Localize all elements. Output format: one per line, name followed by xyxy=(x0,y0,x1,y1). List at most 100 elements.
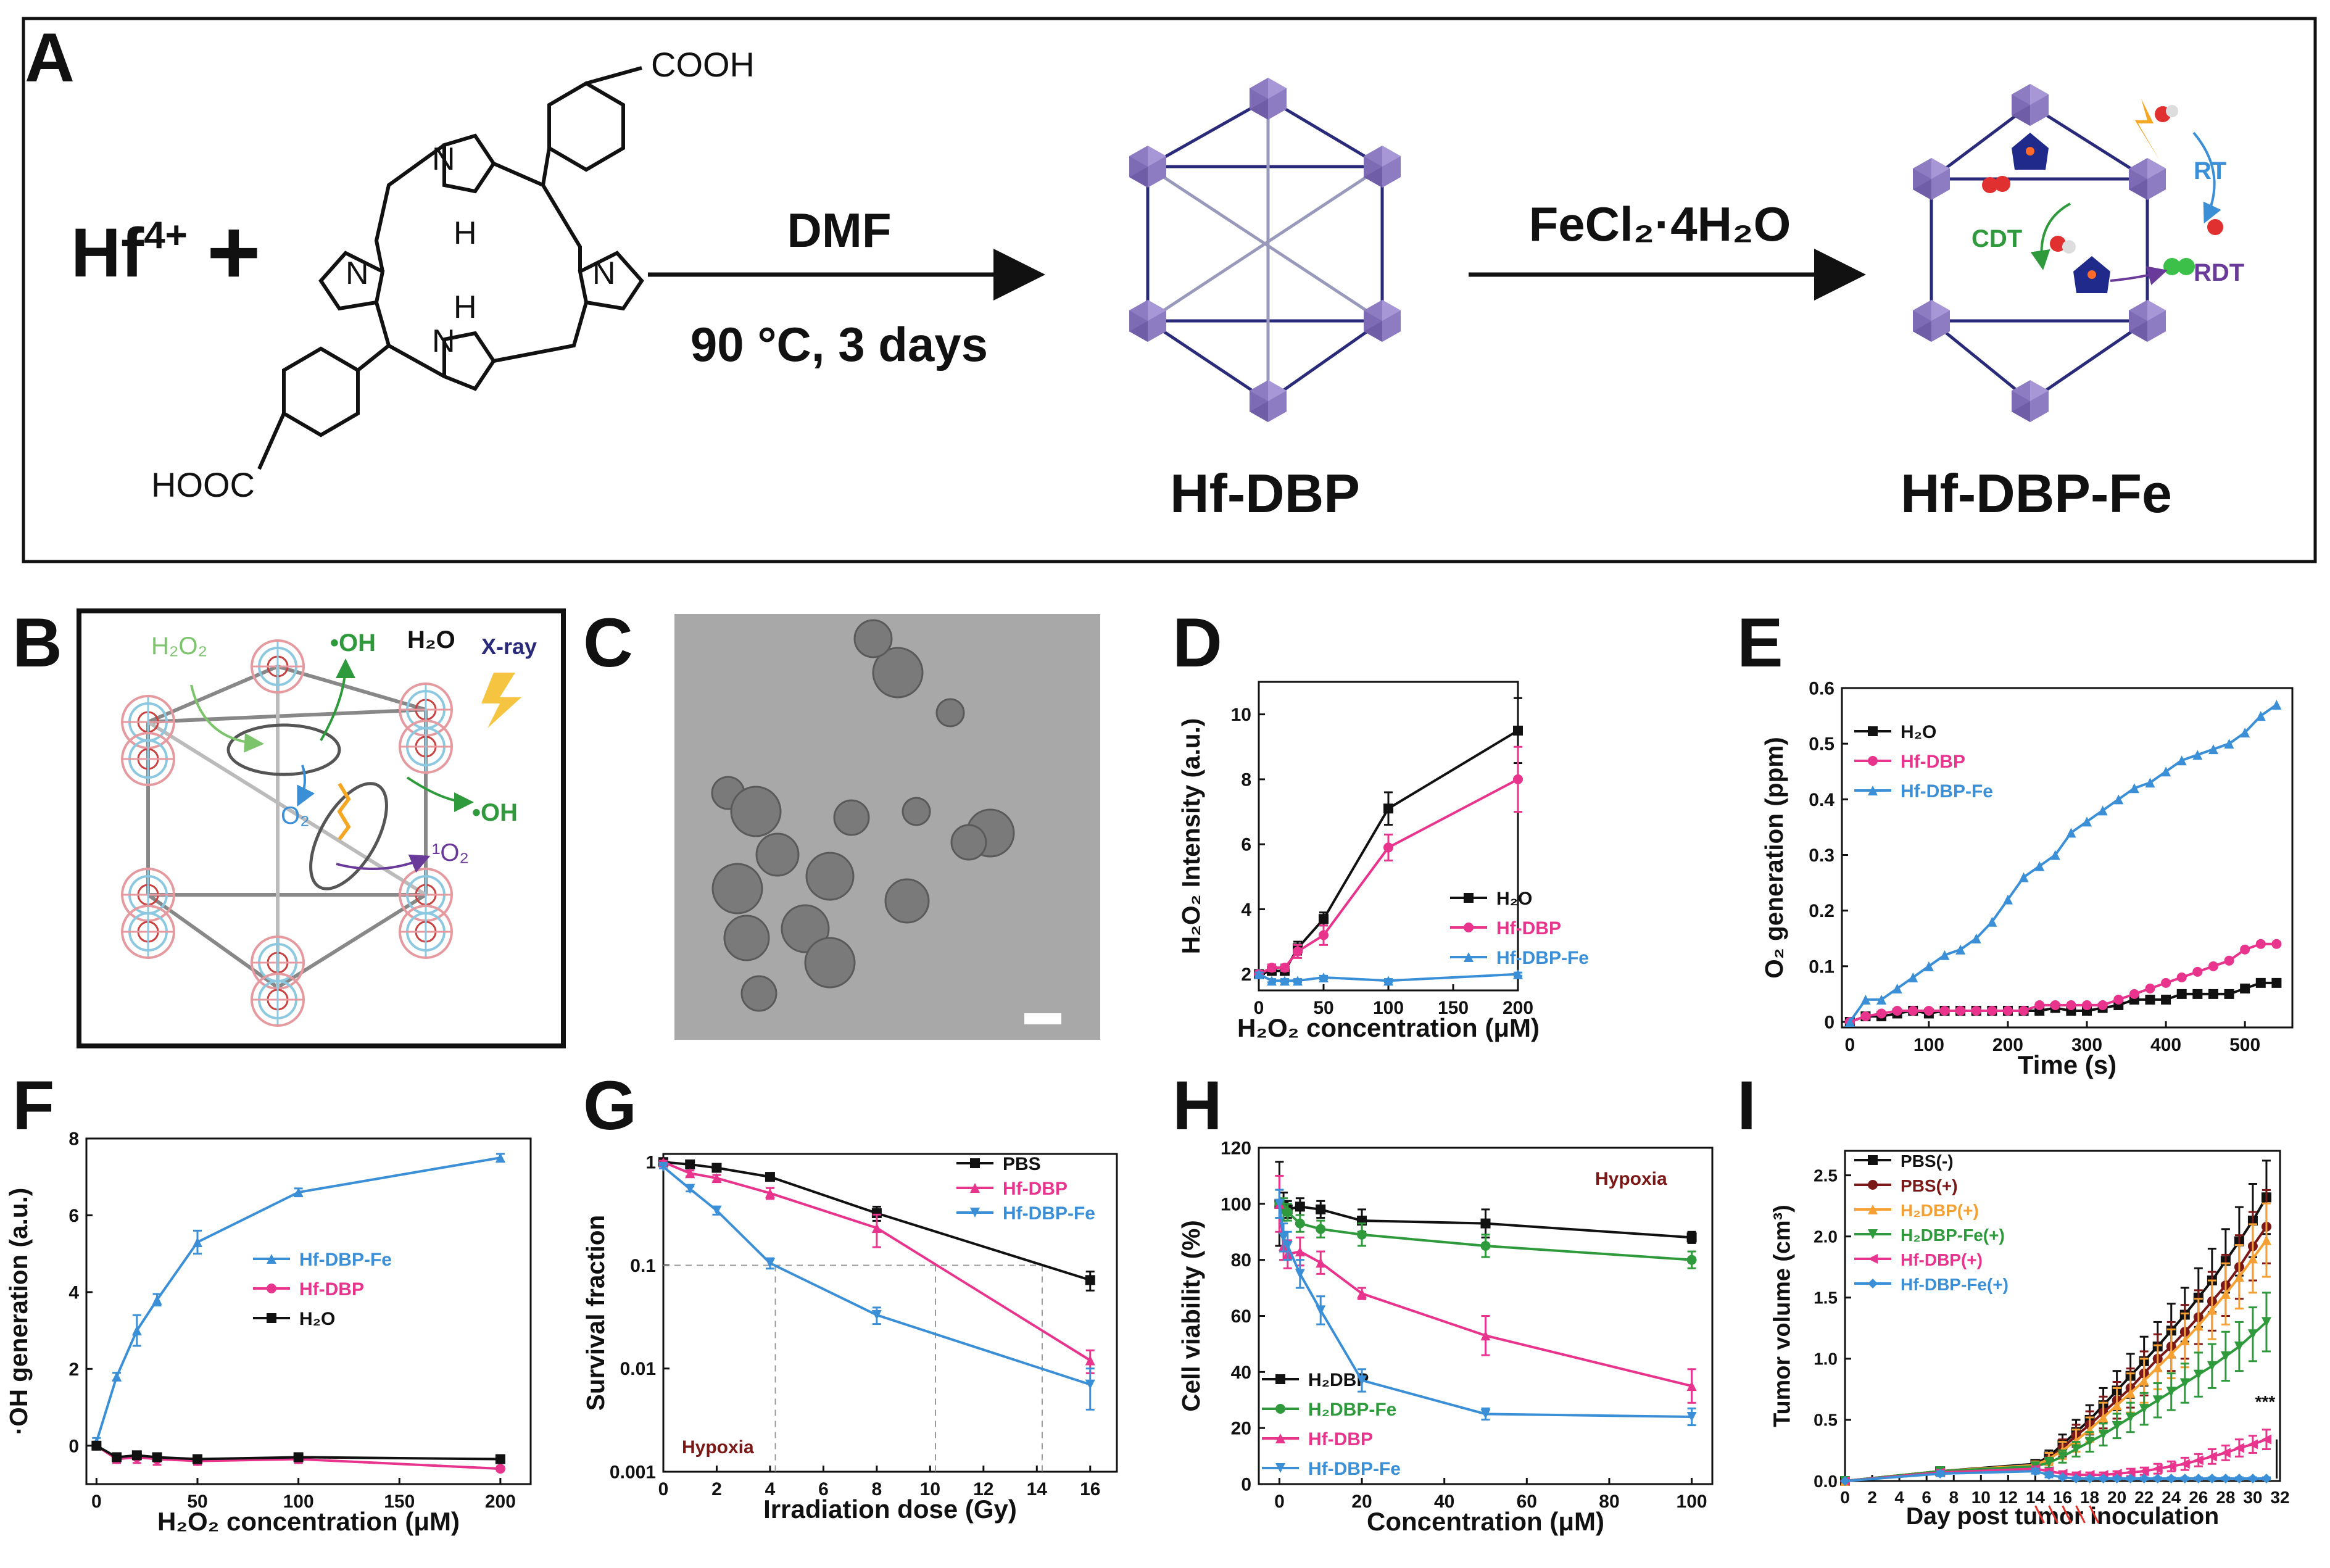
data-point xyxy=(1274,1198,1285,1209)
data-point xyxy=(2125,1388,2136,1398)
data-point xyxy=(2044,1470,2054,1480)
data-point xyxy=(1923,961,1934,971)
data-point xyxy=(2161,994,2171,1005)
data-point xyxy=(2098,1474,2108,1484)
legend-marker xyxy=(1868,1229,1878,1239)
data-point xyxy=(2247,1253,2258,1264)
x-tick-label: 14 xyxy=(2026,1488,2046,1507)
y-tick-label: 0.4 xyxy=(1809,790,1835,810)
data-point xyxy=(2030,1466,2041,1477)
legend-label: Hf-DBP(+) xyxy=(1901,1250,1983,1269)
legend-marker xyxy=(1464,893,1474,903)
series-Hf-DBP: Hf-DBP xyxy=(658,1157,1095,1374)
data-point xyxy=(1844,1016,1855,1027)
data-point xyxy=(1480,1409,1491,1419)
x-tick-label: 300 xyxy=(2071,1035,2102,1055)
x-tick-label: 200 xyxy=(485,1491,516,1512)
data-point xyxy=(152,1452,162,1462)
series-Hf-DBP-Fe(+): Hf-DBP-Fe(+) xyxy=(1840,1275,2271,1486)
y-tick-label: 2 xyxy=(1241,964,1251,985)
data-point xyxy=(1860,994,1871,1005)
xray-label: X-ray xyxy=(481,634,537,659)
data-point xyxy=(131,1325,142,1336)
hf-dbp-framework xyxy=(1129,78,1401,422)
data-point xyxy=(2166,1474,2176,1484)
data-point xyxy=(2207,1474,2217,1484)
x-tick-label: 150 xyxy=(384,1491,415,1512)
y-tick-label: 4 xyxy=(1241,900,1251,920)
x-tick-label: 4 xyxy=(765,1479,776,1500)
data-point xyxy=(1295,1218,1305,1229)
singlet-o2-label: ¹O₂ xyxy=(432,839,469,866)
series-line xyxy=(1849,981,2277,1023)
significance-marker: *** xyxy=(2255,1392,2276,1411)
x-tick-label: 4 xyxy=(1894,1488,1904,1507)
x-tick-label: 200 xyxy=(1503,998,1533,1018)
x-tick-label: 80 xyxy=(1599,1491,1619,1512)
x-tick-label: 20 xyxy=(2107,1488,2126,1507)
data-point xyxy=(2002,894,2013,905)
x-tick-label: 100 xyxy=(1913,1035,1944,1055)
series-Hf-DBP-Fe: Hf-DBP-Fe xyxy=(1262,1188,1697,1479)
series-line xyxy=(1849,703,2278,1023)
plot-frame xyxy=(85,1137,532,1485)
data-point xyxy=(2207,1305,2217,1315)
data-point xyxy=(2112,1400,2122,1411)
series-Hf-DBP-Fe: Hf-DBP-Fe xyxy=(1254,948,1589,986)
chart-d: 0 50 100 150 200 2 4 6 8 10 H₂O₂ concentration (μM… xyxy=(1177,681,1589,1042)
data-point xyxy=(2255,977,2266,988)
linker-nh-bottom: N xyxy=(432,323,455,359)
data-point xyxy=(2044,1458,2054,1468)
legend-label: Hf-DBP xyxy=(299,1279,364,1300)
y-tick-label: 8 xyxy=(68,1129,79,1150)
legend-marker xyxy=(1868,786,1878,795)
x-tick-label: 10 xyxy=(1971,1488,1991,1507)
data-point xyxy=(2082,1000,2092,1010)
data-point xyxy=(1513,725,1523,736)
data-point xyxy=(2152,1464,2163,1474)
panel-label-d: D xyxy=(1172,604,1222,681)
legend-marker xyxy=(1275,1404,1285,1414)
x-tick-label: 50 xyxy=(187,1491,207,1512)
h2o-label: H₂O xyxy=(407,626,455,653)
y-tick-label: 40 xyxy=(1231,1363,1251,1383)
data-point xyxy=(2192,966,2203,977)
legend-label: H₂DBP-Fe xyxy=(1308,1400,1396,1420)
data-point xyxy=(2161,766,2171,777)
data-point xyxy=(2255,711,2266,721)
legend-marker xyxy=(1868,756,1878,766)
data-point xyxy=(2207,1451,2217,1462)
data-point xyxy=(2193,1455,2204,1466)
cdt-label: CDT xyxy=(1971,225,2022,252)
y-tick-label: 10 xyxy=(1231,705,1251,725)
data-point xyxy=(2129,783,2139,794)
x-tick-label: 200 xyxy=(1992,1035,2023,1055)
legend-marker xyxy=(970,1158,980,1168)
data-point xyxy=(495,1454,505,1464)
legend-marker xyxy=(970,1208,980,1217)
data-point xyxy=(2034,861,2045,871)
data-point xyxy=(2071,1474,2081,1484)
arrow1-reagent: DMF xyxy=(787,203,892,257)
data-point xyxy=(1319,914,1329,924)
data-point xyxy=(2066,1000,2076,1010)
panel-label-e: E xyxy=(1737,604,1783,681)
legend-marker xyxy=(1464,923,1474,932)
data-point xyxy=(1987,916,1997,927)
x-axis-label: Concentration (μM) xyxy=(1367,1507,1604,1536)
x-tick-label: 500 xyxy=(2229,1035,2260,1055)
data-point xyxy=(1480,1218,1491,1229)
legend-marker xyxy=(1275,1433,1285,1443)
data-point xyxy=(711,1163,722,1173)
data-point xyxy=(1686,1412,1697,1422)
data-point xyxy=(2139,1375,2149,1386)
mof-mechanism-illustration xyxy=(121,639,521,1027)
data-point xyxy=(2113,994,2124,1005)
legend-label: Hf-DBP-Fe xyxy=(299,1250,392,1270)
data-point xyxy=(1316,1204,1326,1214)
x-tick-label: 28 xyxy=(2216,1488,2235,1507)
y-tick-label: 80 xyxy=(1231,1250,1251,1271)
plot-frame xyxy=(1841,687,2294,1029)
data-point xyxy=(293,1187,304,1198)
y-tick-label: 0.0 xyxy=(1814,1472,1838,1491)
